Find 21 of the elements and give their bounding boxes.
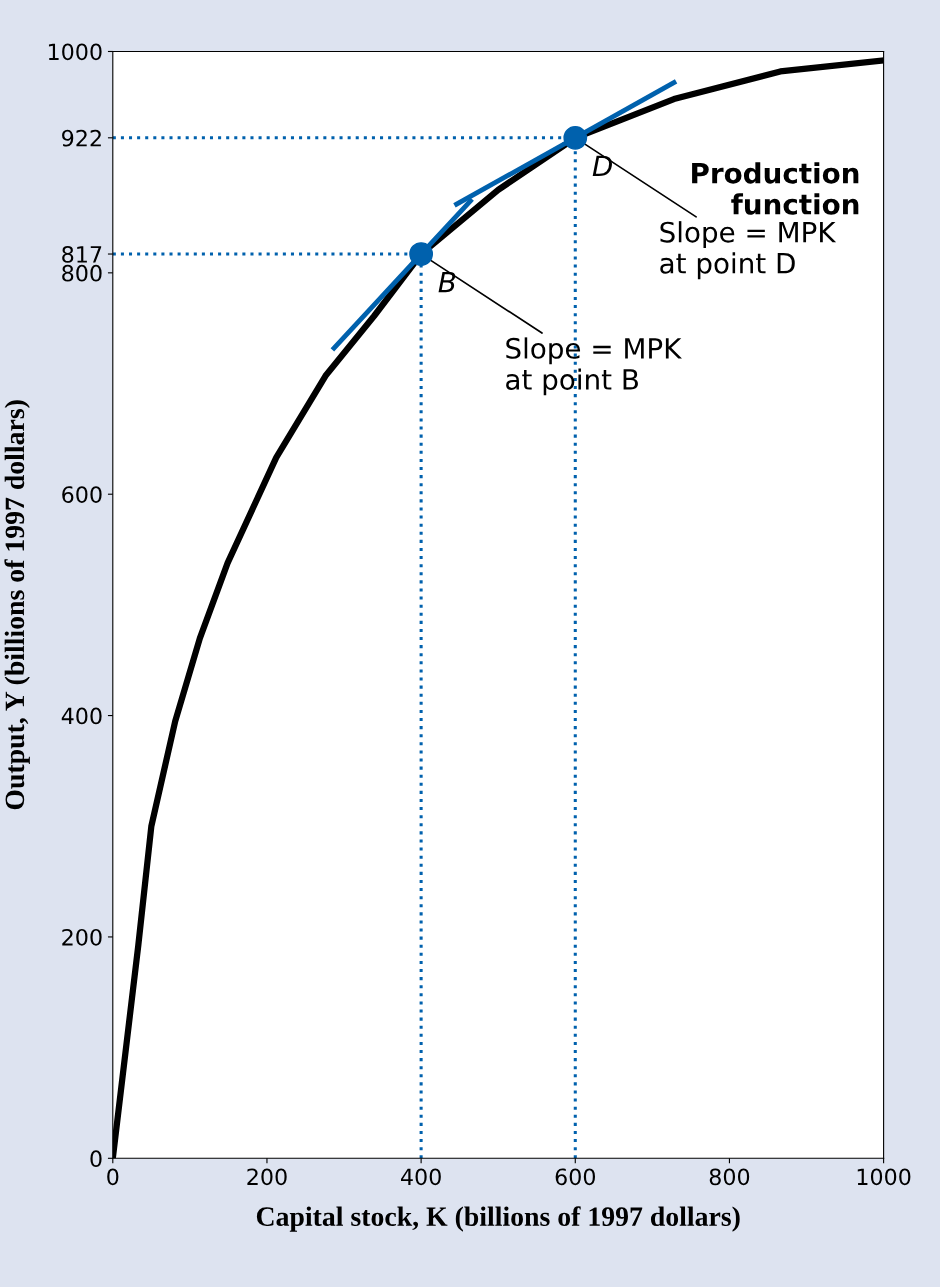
y-tick-label: 922 xyxy=(62,129,101,147)
y-axis-title: Output, Y (billions of 1997 dollars) xyxy=(4,400,30,810)
annotation: Slope = MPK at point D xyxy=(660,221,837,280)
y-tick-label: 800 xyxy=(62,264,102,282)
x-tick-label: 400 xyxy=(401,1168,441,1186)
y-tick-label: 200 xyxy=(62,928,102,946)
x-tick-label: 200 xyxy=(247,1168,287,1186)
y-tick-label: 817 xyxy=(62,245,102,263)
y-tick-label: 0 xyxy=(90,1150,102,1168)
annotation: Slope = MPK at point B xyxy=(506,337,682,396)
y-tick-label: 1000 xyxy=(48,43,102,61)
annotation: D xyxy=(592,155,613,177)
y-tick-label: 400 xyxy=(61,707,102,725)
y-tick-label: 600 xyxy=(62,486,102,503)
annotation: B xyxy=(438,272,456,293)
x-tick-label: 800 xyxy=(709,1168,750,1186)
x-tick-label: 1000 xyxy=(857,1168,911,1186)
x-axis-title: Capital stock, K (billions of 1997 dollars) xyxy=(256,1206,740,1232)
annotation: Production function xyxy=(692,162,859,215)
x-tick-label: 600 xyxy=(555,1168,596,1186)
x-tick-label: 0 xyxy=(107,1168,119,1186)
